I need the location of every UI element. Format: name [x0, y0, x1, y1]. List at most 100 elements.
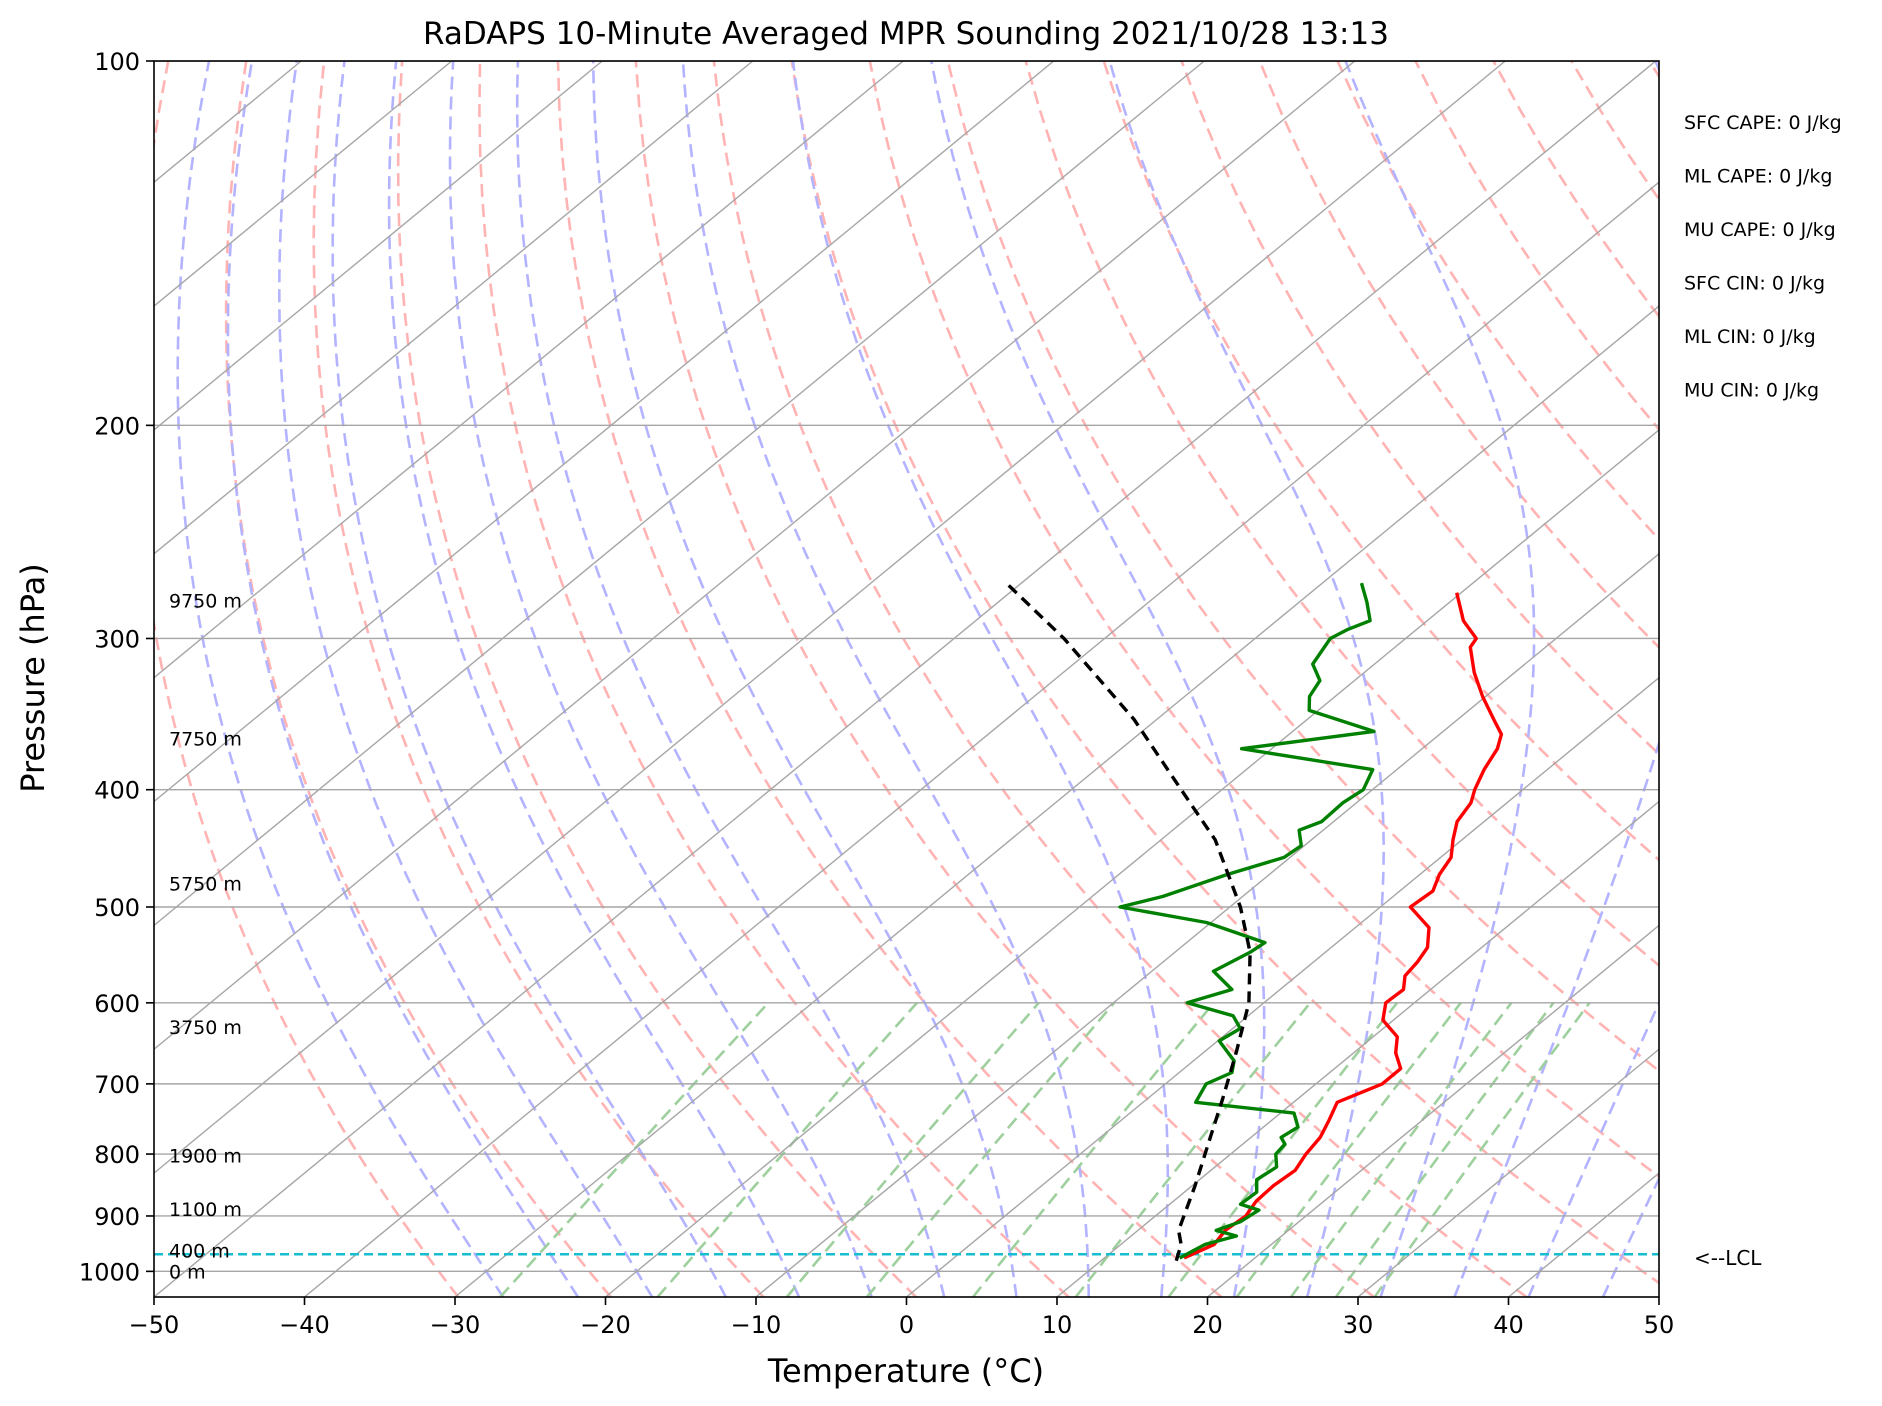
lcl-label: <--LCL: [1694, 1246, 1762, 1270]
moist-adiabat: [515, 61, 946, 1297]
mixing-ratio-line: [1289, 1002, 1513, 1297]
isotherm-line: [755, 552, 1659, 1297]
x-tick-label: −40: [279, 1311, 330, 1339]
x-tick-label: 0: [899, 1311, 914, 1339]
mixing-ratio-line: [1074, 1001, 1312, 1297]
moist-adiabat: [1108, 61, 1385, 1297]
axis-ticks: −50 −40 −30 −20 −10 0 10 20 30 40 50 100 200 300 400 50…: [79, 48, 1674, 1339]
dry-adiabat: [556, 61, 1223, 1297]
moist-adiabat: [1344, 61, 1536, 1297]
y-tick-label: 100: [94, 48, 140, 76]
isotherm-line: [154, 61, 1506, 1175]
isotherm-line: [1357, 1048, 1659, 1297]
isotherm-line: [154, 61, 754, 555]
x-tick-label: 20: [1192, 1311, 1223, 1339]
moist-adiabat: [791, 61, 1170, 1297]
isotherm-line: [154, 61, 1055, 803]
isotherm-line: [1207, 924, 1659, 1297]
moist-adiabat: [681, 61, 1090, 1297]
x-tick-label: 50: [1644, 1311, 1675, 1339]
x-axis-label: Temperature (°C): [767, 1352, 1044, 1390]
mixing-ratio-line: [1235, 1001, 1462, 1297]
y-tick-label: 700: [94, 1071, 140, 1099]
x-tick-label: −30: [430, 1311, 481, 1339]
y-tick-label: 600: [94, 990, 140, 1018]
height-label: 5750 m: [169, 873, 242, 895]
x-tick-label: −50: [129, 1311, 180, 1339]
plot-grid: [154, 61, 1659, 1297]
moist-adiabat: [448, 61, 873, 1297]
moist-adiabat: [591, 61, 1018, 1297]
dry-adiabat: [1258, 61, 1659, 650]
dry-adiabat: [224, 61, 612, 1297]
isotherm-line: [154, 61, 1205, 927]
isotherm-line: [906, 676, 1659, 1297]
dry-adiabat: [478, 61, 1070, 1297]
y-tick-label: 200: [94, 412, 140, 440]
isotherm-line: [154, 61, 904, 679]
isotherm-line: [454, 305, 1659, 1297]
dry-adiabat: [1180, 61, 1659, 756]
dewpoint-profile: [1118, 582, 1376, 1260]
y-tick-label: 1000: [79, 1258, 140, 1286]
moist-adiabat: [277, 61, 654, 1297]
height-label: 7750 m: [169, 729, 242, 751]
height-label: 1100 m: [169, 1199, 242, 1221]
stability-index: ML CAPE: 0 J/kg: [1684, 166, 1832, 188]
dry-adiabat: [1024, 61, 1659, 968]
dry-adiabat: [712, 61, 1528, 1297]
y-tick-label: 900: [94, 1203, 140, 1231]
isotherm-line: [154, 61, 453, 307]
mixing-ratio-line: [1334, 1002, 1555, 1297]
temperature-profile: [1183, 592, 1504, 1260]
dry-adiabat: [946, 61, 1659, 1073]
y-tick-label: 500: [94, 894, 140, 922]
dry-adiabat: [634, 61, 1375, 1297]
x-tick-label: −10: [731, 1311, 782, 1339]
moist-adiabat: [331, 61, 728, 1297]
stability-index: MU CIN: 0 J/kg: [1684, 380, 1819, 402]
mixing-ratio-line: [971, 1001, 1215, 1297]
moist-adiabat: [176, 61, 505, 1297]
mixing-ratio-line: [499, 1001, 770, 1297]
mixing-ratio-line: [785, 1001, 1040, 1297]
x-tick-label: 40: [1493, 1311, 1524, 1339]
x-tick-label: 30: [1343, 1311, 1374, 1339]
dry-adiabat: [1102, 61, 1659, 862]
mixing-ratio-line: [865, 1001, 1116, 1297]
height-label: 400 m: [169, 1240, 230, 1262]
height-label: 3750 m: [169, 1017, 242, 1039]
isotherm-line: [1056, 800, 1659, 1297]
dry-adiabat: [396, 61, 918, 1297]
y-tick-label: 300: [94, 625, 140, 653]
stability-index: SFC CAPE: 0 J/kg: [1684, 112, 1842, 134]
isotherm-line: [154, 61, 1657, 1297]
x-tick-label: −20: [580, 1311, 631, 1339]
plot-series: [154, 581, 1659, 1262]
isotherm-line: [154, 61, 1356, 1051]
isotherm-line: [304, 181, 1659, 1297]
mixing-ratio-line: [1373, 1002, 1591, 1297]
moist-adiabat: [226, 61, 579, 1297]
stability-index: SFC CIN: 0 J/kg: [1684, 273, 1825, 295]
dry-adiabat: [154, 61, 460, 1297]
chart-title: RaDAPS 10-Minute Averaged MPR Sounding 2…: [423, 16, 1389, 52]
isotherm-line: [154, 61, 603, 431]
y-tick-label: 800: [94, 1141, 140, 1169]
mixing-ratio-line: [1167, 1001, 1399, 1297]
dry-adiabat: [868, 61, 1659, 1179]
stability-index: ML CIN: 0 J/kg: [1684, 326, 1816, 348]
height-label: 1900 m: [169, 1145, 242, 1167]
annotations: 9750 m 7750 m 5750 m 3750 m 1900 m 1100 m 400 …: [169, 112, 1842, 1283]
isotherm-line: [605, 429, 1659, 1297]
height-label: 0 m: [169, 1261, 206, 1283]
y-tick-label: 400: [94, 777, 140, 805]
mixing-ratio-line: [656, 1001, 918, 1297]
x-tick-label: 10: [1042, 1311, 1073, 1339]
stability-index: MU CAPE: 0 J/kg: [1684, 219, 1836, 241]
moist-adiabat: [1453, 61, 1659, 1297]
moist-adiabat: [387, 61, 801, 1297]
y-axis-label: Pressure (hPa): [14, 563, 52, 793]
height-label: 9750 m: [169, 590, 242, 612]
